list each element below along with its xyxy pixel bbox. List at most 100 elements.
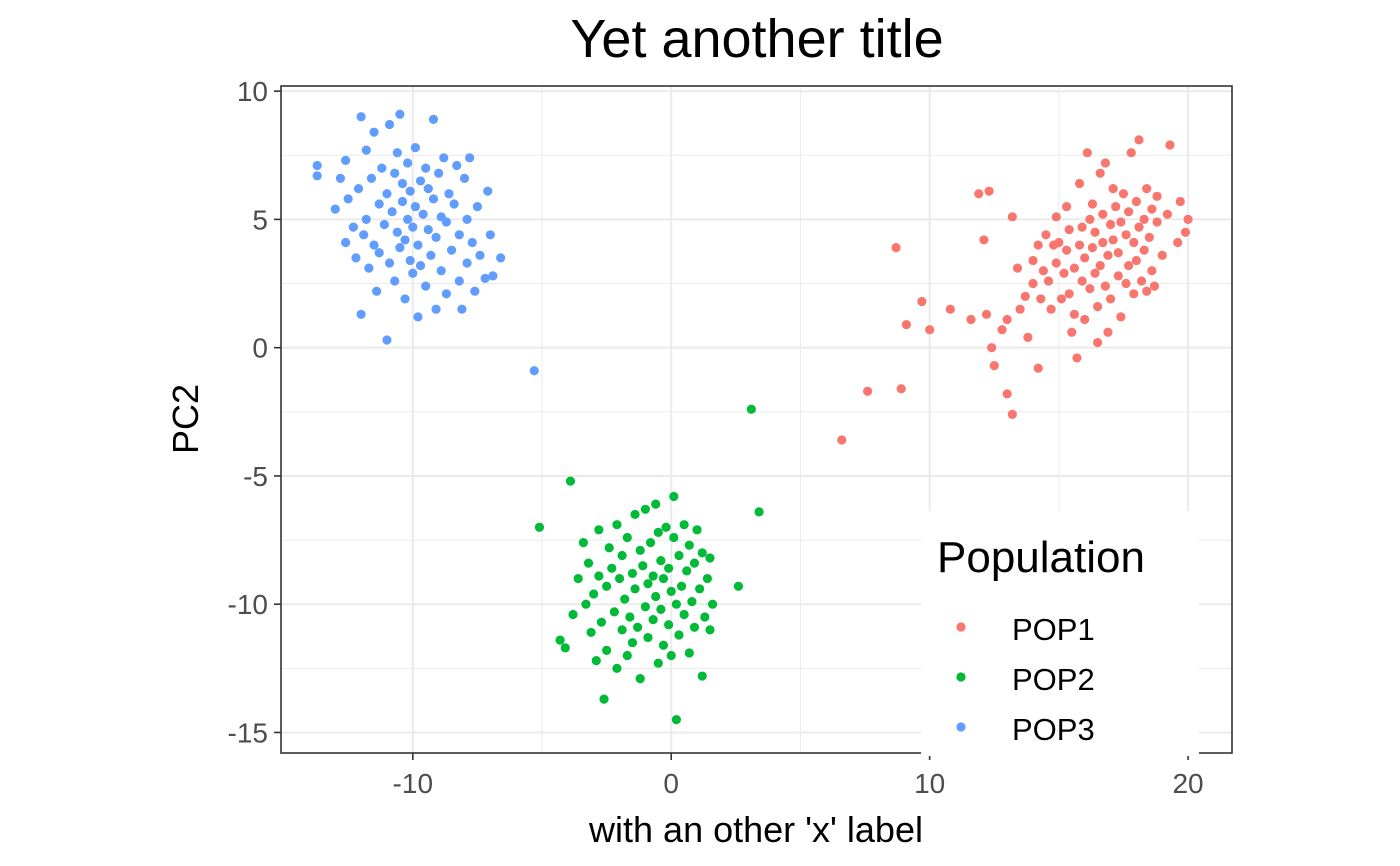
legend-key xyxy=(956,722,966,732)
scatter-point xyxy=(1157,250,1167,260)
scatter-point xyxy=(439,153,449,163)
scatter-point xyxy=(405,186,415,196)
scatter-point xyxy=(671,599,681,609)
scatter-point xyxy=(434,168,444,178)
x-tick-label: 10 xyxy=(914,768,945,799)
scatter-point xyxy=(359,230,369,240)
scatter-point xyxy=(529,366,539,376)
scatter-point xyxy=(1074,178,1085,189)
scatter-point xyxy=(581,599,591,609)
scatter-point xyxy=(658,640,669,650)
scatter-point xyxy=(966,314,976,325)
scatter-point xyxy=(651,591,661,602)
scatter-point xyxy=(1007,212,1017,222)
scatter-point xyxy=(684,648,694,658)
scatter-point xyxy=(400,235,410,245)
scatter-point xyxy=(1180,227,1191,237)
scatter-point xyxy=(1142,184,1152,194)
scatter-point xyxy=(651,499,661,509)
scatter-point xyxy=(565,476,576,486)
scatter-point xyxy=(689,622,700,632)
scatter-point xyxy=(1175,196,1185,207)
scatter-point xyxy=(594,571,604,581)
x-tick-label: -10 xyxy=(393,768,433,799)
scatter-point xyxy=(684,540,694,550)
scatter-point xyxy=(612,663,622,673)
scatter-point xyxy=(366,173,377,183)
scatter-point xyxy=(1028,255,1038,266)
y-tick-label: 5 xyxy=(252,204,268,235)
scatter-point xyxy=(423,184,433,194)
scatter-point xyxy=(467,237,477,248)
scatter-point xyxy=(692,525,702,535)
scatter-point xyxy=(635,545,645,555)
scatter-point xyxy=(645,538,656,548)
scatter-point xyxy=(705,625,715,635)
scatter-point xyxy=(622,650,632,661)
scatter-point xyxy=(395,243,405,253)
scatter-point xyxy=(397,196,408,207)
scatter-point xyxy=(1116,217,1126,227)
scatter-point xyxy=(410,201,420,212)
scatter-point xyxy=(1183,214,1193,224)
y-axis-ticks: -15 -10 -5 0 5 10 xyxy=(228,76,281,748)
legend-title: Population xyxy=(937,533,1145,582)
scatter-point xyxy=(594,525,604,535)
scatter-point xyxy=(1113,248,1123,258)
scatter-point xyxy=(335,173,346,183)
scatter-point xyxy=(666,650,676,661)
scatter-point xyxy=(1002,389,1012,399)
y-tick-label: -15 xyxy=(228,717,268,748)
scatter-point xyxy=(635,674,645,684)
scatter-point xyxy=(620,594,630,604)
scatter-point xyxy=(361,145,371,155)
scatter-point xyxy=(1077,276,1087,286)
scatter-point xyxy=(679,609,689,620)
scatter-point xyxy=(356,112,366,122)
scatter-point xyxy=(625,612,635,622)
scatter-point xyxy=(1087,243,1098,253)
scatter-point xyxy=(462,258,472,268)
scatter-point xyxy=(361,214,371,224)
scatter-point xyxy=(465,153,475,163)
scatter-point xyxy=(979,235,989,245)
scatter-point xyxy=(475,250,485,260)
scatter-point xyxy=(372,286,382,296)
scatter-point xyxy=(638,561,648,571)
scatter-point xyxy=(640,504,650,514)
scatter-point xyxy=(480,273,490,284)
scatter-point xyxy=(384,258,395,268)
scatter-point xyxy=(578,538,588,548)
y-axis-title: PC2 xyxy=(165,384,206,454)
scatter-point xyxy=(1002,314,1012,325)
scatter-point xyxy=(643,579,653,589)
scatter-point xyxy=(1036,294,1046,304)
scatter-point xyxy=(1041,230,1051,240)
scatter-point xyxy=(666,586,676,596)
scatter-point xyxy=(1134,222,1144,232)
scatter-point xyxy=(1033,363,1043,373)
scatter-point xyxy=(1043,276,1054,286)
scatter-point xyxy=(431,304,441,314)
scatter-point xyxy=(421,163,431,173)
scatter-point xyxy=(426,250,436,260)
scatter-point xyxy=(413,312,423,322)
scatter-point xyxy=(656,555,666,566)
scatter-point xyxy=(901,319,911,330)
scatter-point xyxy=(981,309,992,319)
scatter-point xyxy=(1147,204,1157,214)
scatter-point xyxy=(656,604,666,614)
scatter-point xyxy=(1051,258,1061,268)
scatter-point xyxy=(312,160,322,171)
scatter-point xyxy=(377,163,387,173)
scatter-point xyxy=(648,571,658,581)
scatter-point xyxy=(1116,312,1126,322)
scatter-point xyxy=(1038,266,1048,276)
scatter-point xyxy=(896,384,906,394)
scatter-point xyxy=(1100,158,1110,168)
scatter-point xyxy=(403,214,413,224)
scatter-point xyxy=(410,142,420,153)
scatter-point xyxy=(746,404,756,414)
scatter-point xyxy=(1098,209,1108,219)
